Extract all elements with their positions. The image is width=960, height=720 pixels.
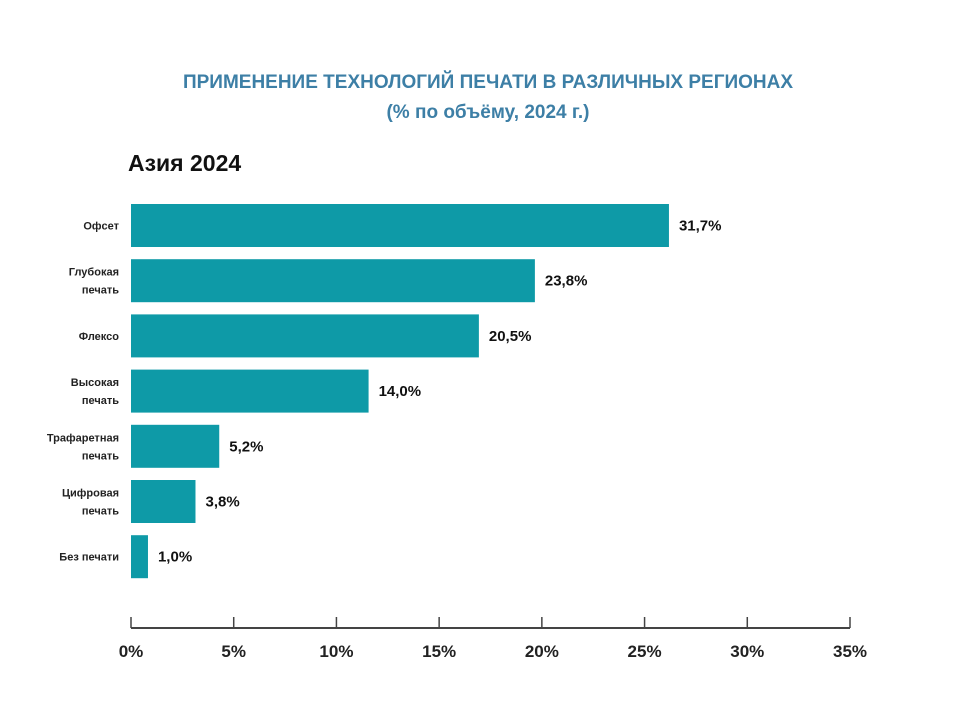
category-label: Офсет [83,221,119,233]
data-label: 14,0% [379,383,422,400]
bar [131,369,369,413]
category-label: печать [82,450,119,462]
x-tick-label: 25% [628,642,662,661]
data-label: 1,0% [158,549,192,566]
category-label: Флексо [79,331,120,343]
category-label: Глубокая [69,267,119,279]
data-label: 3,8% [205,494,239,511]
x-tick-label: 15% [422,642,456,661]
category-label: Трафаретная [47,432,119,444]
category-label: печать [82,506,119,518]
bar [131,424,220,468]
chart-title-units: (% по объёму, 2024 г.) [386,102,590,123]
x-tick-label: 20% [525,642,559,661]
chart-title: ПРИМЕНЕНИЕ ТЕХНОЛОГИЙ ПЕЧАТИ В РАЗЛИЧНЫХ… [182,72,794,93]
chart-subtitle: Азия 2024 [128,150,242,176]
x-tick-label: 30% [730,642,764,661]
x-tick-label: 35% [833,642,867,661]
category-label: печать [82,285,119,297]
category-label: Без печати [59,552,119,564]
x-tick-label: 5% [221,642,246,661]
category-label: Высокая [71,377,119,389]
data-label: 20,5% [489,328,532,345]
bar [131,535,148,579]
bar [131,480,196,523]
category-label: Цифровая [62,488,119,500]
data-label: 31,7% [679,218,722,235]
data-label: 5,2% [229,438,263,455]
x-tick-label: 10% [319,642,353,661]
category-label: печать [82,395,119,407]
bar [131,259,535,303]
data-label: 23,8% [545,273,588,290]
bar [131,314,479,358]
bar [131,204,669,247]
x-tick-label: 0% [119,642,144,661]
